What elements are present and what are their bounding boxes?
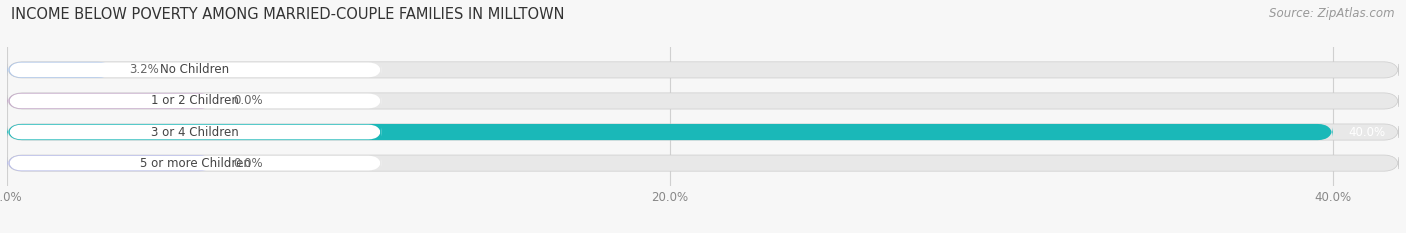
FancyBboxPatch shape [7, 124, 1399, 140]
Text: 3 or 4 Children: 3 or 4 Children [150, 126, 239, 139]
FancyBboxPatch shape [7, 93, 1399, 109]
Text: 5 or more Children: 5 or more Children [139, 157, 250, 170]
FancyBboxPatch shape [7, 124, 1333, 140]
FancyBboxPatch shape [7, 155, 214, 171]
Text: Source: ZipAtlas.com: Source: ZipAtlas.com [1270, 7, 1395, 20]
FancyBboxPatch shape [8, 63, 381, 77]
Text: 0.0%: 0.0% [233, 94, 263, 107]
FancyBboxPatch shape [7, 62, 112, 78]
FancyBboxPatch shape [7, 155, 1399, 171]
FancyBboxPatch shape [8, 94, 381, 108]
Text: No Children: No Children [160, 63, 229, 76]
Text: 40.0%: 40.0% [1348, 126, 1386, 139]
Text: INCOME BELOW POVERTY AMONG MARRIED-COUPLE FAMILIES IN MILLTOWN: INCOME BELOW POVERTY AMONG MARRIED-COUPL… [11, 7, 565, 22]
FancyBboxPatch shape [8, 125, 381, 139]
FancyBboxPatch shape [7, 62, 1399, 78]
FancyBboxPatch shape [7, 93, 214, 109]
FancyBboxPatch shape [8, 156, 381, 170]
Text: 3.2%: 3.2% [129, 63, 159, 76]
Text: 1 or 2 Children: 1 or 2 Children [150, 94, 239, 107]
Text: 0.0%: 0.0% [233, 157, 263, 170]
